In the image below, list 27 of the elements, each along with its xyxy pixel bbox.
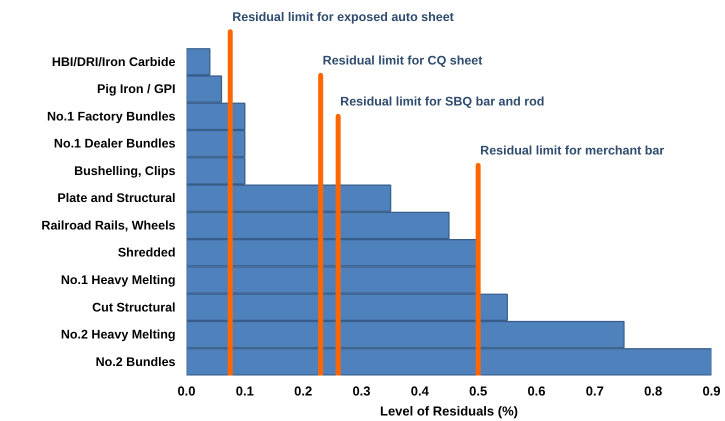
- y-tick-label: Plate and Structural: [57, 191, 176, 206]
- y-tick-label: Cut Structural: [92, 300, 176, 314]
- y-tick-label: Bushelling, Clips: [74, 164, 176, 178]
- y-tick-label: Railroad Rails, Wheels: [41, 218, 176, 232]
- y-tick-label: HBI/DRI/Iron Carbide: [52, 54, 176, 69]
- y-tick-label: No.2 Heavy Melting: [60, 328, 176, 342]
- x-tick-label: 0.2: [294, 384, 312, 398]
- x-tick-label: 0.9: [702, 384, 721, 398]
- y-tick-label: Pig Iron / GPI: [97, 82, 176, 96]
- x-axis-title: Level of Residuals (%): [380, 404, 518, 418]
- y-tick-label: No.1 Heavy Melting: [60, 273, 176, 288]
- ref-line-label: Residual limit for merchant bar: [480, 143, 664, 158]
- x-tick-label: 0.6: [527, 384, 546, 398]
- x-tick-label: 0.5: [469, 384, 488, 398]
- y-tick-label: No.1 Factory Bundles: [47, 109, 176, 124]
- y-tick-label: Shredded: [118, 246, 176, 260]
- x-tick-label: 0.0: [177, 384, 196, 398]
- x-tick-label: 0.4: [410, 384, 430, 398]
- ref-line-label: Residual limit for CQ sheet: [322, 53, 484, 68]
- ref-line-label: Residual limit for exposed auto sheet: [232, 10, 455, 24]
- y-tick-label: No.1 Dealer Bundles: [54, 136, 176, 151]
- x-tick-label: 0.8: [644, 384, 662, 398]
- x-tick-label: 0.3: [352, 384, 371, 398]
- x-tick-label: 0.7: [586, 384, 604, 398]
- y-tick-label: No.2 Bundles: [96, 354, 176, 369]
- x-tick-label: 0.1: [236, 384, 254, 398]
- ref-line-label: Residual limit for SBQ bar and rod: [340, 94, 544, 108]
